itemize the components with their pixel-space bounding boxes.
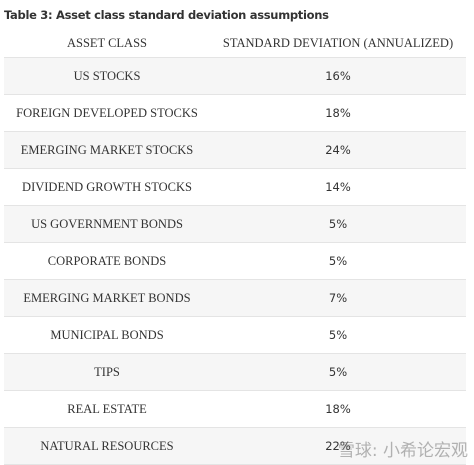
asset-class-cell: DIVIDEND GROWTH STOCKS: [4, 168, 210, 206]
deviation-cell: 5%: [210, 205, 466, 243]
table-title: Table 3: Asset class standard deviation …: [4, 8, 329, 22]
asset-class-cell: EMERGING MARKET STOCKS: [4, 131, 210, 169]
deviation-cell: 14%: [210, 168, 466, 206]
asset-class-cell: CORPORATE BONDS: [4, 242, 210, 280]
asset-class-cell: EMERGING MARKET BONDS: [4, 279, 210, 317]
table-row: NATURAL RESOURCES 22%: [4, 427, 466, 465]
deviation-cell: 7%: [210, 279, 466, 317]
deviation-cell: 22%: [210, 427, 466, 465]
deviation-cell: 5%: [210, 353, 466, 391]
column-header: STANDARD DEVIATION (ANNUALIZED): [210, 30, 466, 58]
asset-class-cell: US GOVERNMENT BONDS: [4, 205, 210, 243]
watermark: 雪球: 小希论宏观: [337, 441, 468, 461]
asset-class-cell: TIPS: [4, 353, 210, 391]
deviation-cell: 18%: [210, 94, 466, 132]
deviation-cell: 18%: [210, 390, 466, 428]
table-row: US GOVERNMENT BONDS 5%: [4, 205, 466, 243]
asset-class-cell: FOREIGN DEVELOPED STOCKS: [4, 94, 210, 132]
asset-class-cell: NATURAL RESOURCES: [4, 427, 210, 465]
asset-class-cell: MUNICIPAL BONDS: [4, 316, 210, 354]
table-row: CORPORATE BONDS 5%: [4, 242, 466, 280]
table-row: EMERGING MARKET BONDS 7%: [4, 279, 466, 317]
asset-class-cell: US STOCKS: [4, 57, 210, 95]
deviation-cell: 5%: [210, 316, 466, 354]
table-row: TIPS 5%: [4, 353, 466, 391]
table-row: REAL ESTATE 18%: [4, 390, 466, 428]
deviation-cell: 24%: [210, 131, 466, 169]
asset-class-cell: REAL ESTATE: [4, 390, 210, 428]
table-row: MUNICIPAL BONDS 5%: [4, 316, 466, 354]
table-row: DIVIDEND GROWTH STOCKS 14%: [4, 168, 466, 206]
table-row: US STOCKS 16%: [4, 57, 466, 95]
deviation-cell: 5%: [210, 242, 466, 280]
column-header: ASSET CLASS: [4, 30, 210, 58]
header-row: ASSET CLASS STANDARD DEVIATION (ANNUALIZ…: [4, 30, 466, 58]
deviation-cell: 16%: [210, 57, 466, 95]
table-row: FOREIGN DEVELOPED STOCKS 18%: [4, 94, 466, 132]
table-row: EMERGING MARKET STOCKS 24%: [4, 131, 466, 169]
table: ASSET CLASS STANDARD DEVIATION (ANNUALIZ…: [4, 30, 466, 465]
